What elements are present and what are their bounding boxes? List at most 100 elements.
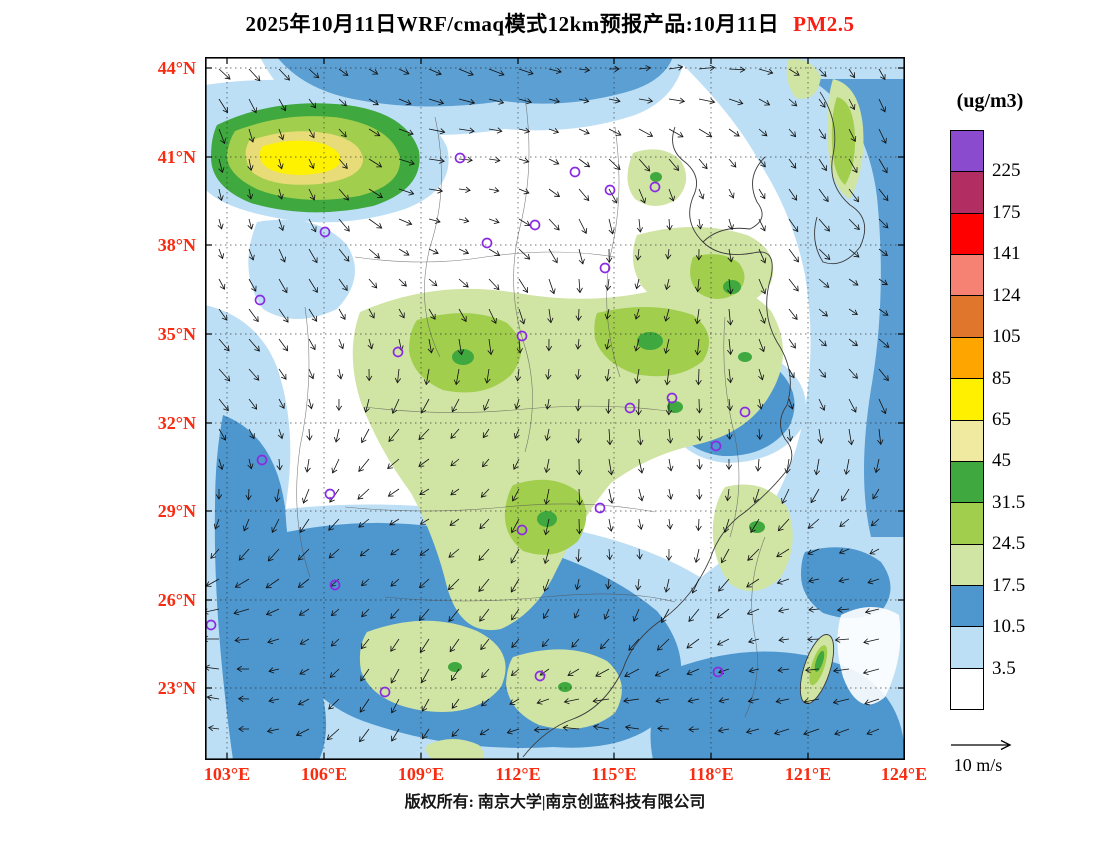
- wind-arrow: [728, 98, 744, 106]
- wind-arrow: [635, 248, 642, 261]
- wind-arrow: [668, 188, 675, 202]
- map-canvas: [202, 57, 906, 761]
- wind-arrow: [387, 488, 400, 497]
- wind-arrow: [511, 488, 520, 502]
- colorbar-label: 31.5: [992, 491, 1026, 513]
- colorbar-swatch: [950, 295, 984, 338]
- wind-arrow: [575, 428, 582, 444]
- wind-arrow: [666, 428, 674, 444]
- map-border: [205, 57, 906, 761]
- wind-arrow: [267, 638, 280, 645]
- wind-arrow: [365, 368, 373, 382]
- station-marker: [666, 392, 678, 404]
- wind-arrow: [218, 308, 228, 321]
- wind-arrow: [458, 156, 473, 163]
- wind-arrow: [578, 66, 591, 73]
- wind-arrow: [667, 488, 674, 500]
- station-markers: [205, 152, 751, 698]
- wind-arrow: [329, 668, 340, 678]
- wind-arrow: [758, 278, 767, 295]
- station-marker: [454, 152, 466, 164]
- wind-arrow: [694, 278, 702, 293]
- wind-arrow: [390, 548, 400, 556]
- wind-arrow: [864, 698, 880, 706]
- colorbar-swatch: [950, 584, 984, 628]
- wind-arrow: [698, 128, 713, 138]
- wind-arrow: [574, 578, 581, 591]
- wind-arrow: [638, 65, 652, 72]
- wind-arrow: [358, 518, 370, 528]
- wind-arrow: [274, 488, 281, 503]
- wind-arrow: [808, 606, 820, 613]
- wind-arrow: [638, 458, 645, 474]
- wind-arrow: [818, 248, 831, 260]
- wind-arrow: [848, 188, 859, 203]
- wind-arrow: [878, 368, 889, 382]
- wind-arrow: [518, 68, 534, 76]
- wind-arrow: [304, 458, 311, 473]
- wind-arrow: [635, 578, 642, 591]
- wind-arrow: [695, 518, 702, 532]
- wind-arrow: [218, 278, 226, 290]
- wind-arrow: [506, 728, 520, 735]
- wind-arrow: [668, 64, 684, 71]
- wind-arrow: [483, 398, 490, 411]
- wind-arrow: [277, 428, 284, 440]
- wind-arrow: [545, 338, 553, 352]
- wind-arrow: [848, 218, 860, 231]
- wind-arrow: [308, 278, 318, 294]
- wind-arrow: [278, 248, 286, 263]
- wind-arrow: [848, 368, 858, 379]
- wind-arrow: [338, 68, 349, 76]
- wind-arrow: [302, 488, 310, 504]
- wind-arrow: [218, 98, 228, 114]
- wind-arrow: [248, 368, 260, 381]
- wind-arrow: [838, 548, 850, 555]
- wind-arrow: [328, 548, 340, 559]
- wind-arrow: [832, 698, 850, 705]
- wind-arrow: [848, 158, 858, 174]
- wind-arrow: [788, 308, 798, 321]
- wind-arrow: [665, 548, 673, 562]
- lat-label-38n: 38°N: [157, 235, 196, 255]
- wind-arrow: [747, 697, 760, 704]
- wind-arrow: [638, 158, 651, 172]
- wind-arrow: [663, 338, 670, 354]
- wind-arrow: [838, 577, 850, 584]
- wind-arrow: [575, 548, 582, 563]
- wind-arrow: [338, 308, 346, 321]
- colorbar-swatch: [950, 254, 984, 297]
- colorbar-label: 105: [992, 326, 1021, 348]
- station-marker: [529, 219, 541, 231]
- wind-arrow: [248, 398, 258, 410]
- wind-arrow: [458, 127, 475, 134]
- wind-arrow: [745, 728, 760, 735]
- wind-arrow: [360, 428, 370, 444]
- wind-arrow: [784, 458, 791, 474]
- wind-arrow: [807, 636, 820, 643]
- wind-arrow: [624, 668, 640, 678]
- wind-arrow: [513, 458, 520, 470]
- wind-arrow: [419, 488, 430, 496]
- wind-arrow: [398, 278, 407, 287]
- wind-arrow: [419, 548, 430, 556]
- wind-arrow: [807, 548, 820, 556]
- wind-arrow: [278, 398, 285, 409]
- wind-arrow: [848, 128, 857, 143]
- colorbar-swatch: [950, 460, 984, 504]
- wind-arrow: [696, 488, 703, 500]
- wind-arrow: [247, 158, 254, 172]
- station-marker: [649, 181, 661, 193]
- wind-arrow: [536, 698, 550, 705]
- wind-arrow: [637, 518, 644, 530]
- wind-arrow: [728, 66, 746, 73]
- wind-arrow: [638, 188, 647, 204]
- wind-arrow: [236, 665, 250, 673]
- wind-arrow: [788, 68, 800, 76]
- wind-arrow: [600, 638, 610, 650]
- wind-arrow: [234, 578, 250, 588]
- wind-arrow: [841, 488, 850, 502]
- wind-arrow: [307, 398, 314, 410]
- wind-arrow: [297, 578, 310, 588]
- wind-arrow: [818, 188, 829, 203]
